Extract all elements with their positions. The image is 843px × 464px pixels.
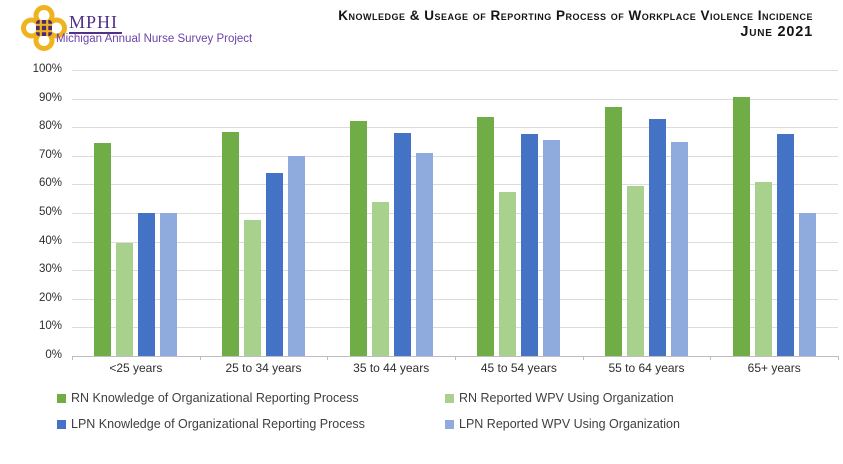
bar — [754, 181, 772, 356]
bar — [670, 141, 688, 356]
bar-group — [455, 70, 583, 356]
bar — [477, 117, 495, 356]
bar — [138, 213, 156, 356]
gridline — [72, 213, 838, 214]
legend-item: RN Reported WPV Using Organization — [445, 391, 680, 405]
bar — [776, 134, 794, 356]
y-axis-label: 90% — [38, 91, 62, 104]
x-axis-label: 65+ years — [747, 361, 801, 375]
gridline — [72, 155, 838, 157]
bar — [648, 118, 666, 356]
mphi-logo-icon — [21, 5, 67, 51]
bar — [499, 191, 517, 356]
gridline — [72, 98, 838, 100]
bar-group — [200, 70, 328, 356]
bar — [415, 152, 433, 356]
bar — [626, 185, 644, 356]
x-axis-label: 55 to 64 years — [608, 361, 685, 375]
mphi-wordmark: MPHI — [69, 13, 123, 34]
legend-item: LPN Knowledge of Organizational Reportin… — [57, 417, 445, 431]
y-axis-label: 30% — [38, 263, 62, 276]
y-axis-label: 70% — [38, 148, 62, 161]
legend-swatch — [445, 419, 454, 429]
chart-title-line2: June 2021 — [740, 24, 813, 40]
y-axis-label: 60% — [38, 177, 62, 190]
legend-item: LPN Reported WPV Using Organization — [445, 417, 680, 431]
y-axis-label: 50% — [38, 206, 62, 218]
bar — [371, 201, 389, 356]
legend-label: LPN Reported WPV Using Organization — [459, 417, 680, 431]
axis-tick — [72, 356, 73, 360]
axis-tick — [455, 356, 456, 360]
y-axis-label: 0% — [45, 349, 62, 361]
x-axis-label: 25 to 34 years — [225, 361, 302, 375]
bar — [393, 132, 411, 356]
bar — [543, 140, 561, 356]
axis-tick — [199, 356, 201, 360]
bar — [116, 243, 134, 356]
bar — [94, 142, 112, 356]
axis-tick — [838, 356, 839, 360]
chart-title-block: Knowledge & Useage of Reporting Process … — [338, 8, 813, 40]
x-axis: <25 years 25 to 34 years 35 to 44 years 45 … — [72, 361, 838, 375]
chart-title-line1: Knowledge & Useage of Reporting Process … — [338, 8, 813, 23]
bar — [798, 213, 816, 356]
x-axis-label: 35 to 44 years — [353, 361, 430, 375]
bar-chart-plot-area — [72, 70, 838, 357]
bar — [521, 134, 539, 356]
bar — [287, 155, 305, 356]
legend-swatch — [57, 393, 66, 403]
gridline — [72, 184, 838, 186]
bar — [604, 107, 622, 356]
bar-group — [72, 70, 200, 356]
bar — [221, 131, 239, 356]
y-axis-label: 100% — [32, 63, 62, 75]
chart-legend: RN Knowledge of Organizational Reporting… — [57, 391, 680, 431]
logo-subtitle: Michigan Annual Nurse Survey Project — [56, 33, 253, 45]
gridline — [72, 298, 838, 300]
gridline — [72, 127, 838, 129]
legend-label: RN Reported WPV Using Organization — [459, 391, 674, 405]
axis-tick — [327, 356, 329, 360]
bar — [265, 172, 283, 356]
legend-swatch — [57, 419, 66, 429]
legend-swatch — [445, 393, 454, 403]
x-axis-label: <25 years — [109, 361, 163, 375]
y-axis-label: 80% — [38, 120, 62, 133]
gridline — [72, 270, 838, 272]
gridline — [72, 327, 838, 329]
legend-label: LPN Knowledge of Organizational Reportin… — [71, 417, 365, 431]
bar — [160, 213, 178, 356]
bar-group — [327, 70, 455, 356]
x-axis-label: 45 to 54 years — [480, 361, 557, 375]
axis-tick — [582, 356, 584, 360]
gridline — [72, 70, 838, 71]
y-axis-label: 20% — [38, 291, 62, 304]
bar-group — [710, 70, 838, 356]
bar — [732, 97, 750, 356]
legend-label: RN Knowledge of Organizational Reporting… — [71, 391, 359, 405]
bar — [243, 220, 261, 356]
legend-item: RN Knowledge of Organizational Reporting… — [57, 391, 445, 405]
axis-tick — [710, 356, 712, 360]
y-axis-label: 10% — [38, 320, 62, 333]
y-axis-label: 40% — [38, 234, 62, 247]
gridline — [72, 241, 838, 243]
bar-group — [583, 70, 711, 356]
bar — [349, 121, 367, 356]
